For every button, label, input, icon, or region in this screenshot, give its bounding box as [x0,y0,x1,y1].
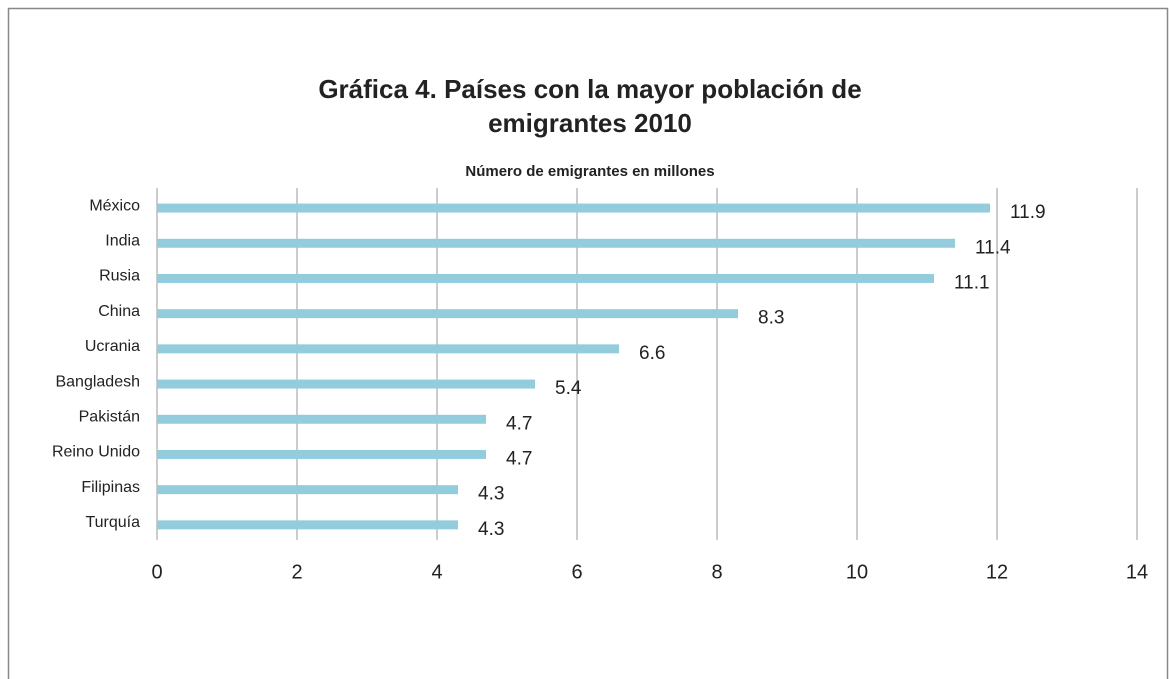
x-tick-label: 12 [986,561,1008,583]
data-label: 4.7 [506,448,532,469]
data-label: 4.3 [478,484,504,505]
x-tick-label: 14 [1126,561,1148,583]
chart-title: emigrantes 2010 [488,108,692,138]
data-label: 4.3 [478,519,504,540]
y-tick-label: Filipinas [81,479,140,496]
data-label: 11.1 [954,272,990,293]
bar [157,485,458,495]
data-label: 6.6 [639,343,665,364]
x-tick-label: 8 [711,561,722,583]
data-label: 11.9 [1010,202,1046,223]
chart-frame [7,7,1169,679]
data-label: 11.4 [975,237,1011,258]
bar [157,309,738,319]
y-tick-label: Pakistán [79,408,140,425]
y-tick-label: Turquía [85,514,140,531]
bar [157,449,486,459]
bar [157,379,535,389]
chart-title: Gráfica 4. Países con la mayor población… [318,74,861,104]
x-tick-label: 4 [431,561,442,583]
bar [157,203,990,213]
y-tick-label: China [98,303,140,320]
bar [157,238,955,248]
y-tick-label: Bangladesh [55,373,140,390]
data-label: 5.4 [555,378,582,399]
x-tick-label: 6 [571,561,582,583]
y-tick-label: México [89,197,140,214]
bar [157,344,619,354]
y-tick-label: India [105,232,140,249]
bar [157,273,934,283]
bar [157,520,458,530]
data-label: 4.7 [506,413,532,434]
y-tick-label: Rusia [99,268,140,285]
chart-subtitle: Número de emigrantes en millones [465,163,714,180]
x-tick-label: 10 [846,561,868,583]
data-label: 8.3 [758,308,784,329]
y-tick-label: Ucrania [85,338,140,355]
bar [157,414,486,424]
y-tick-label: Reino Unido [52,444,140,461]
x-tick-label: 2 [291,561,302,583]
x-tick-label: 0 [151,561,162,583]
